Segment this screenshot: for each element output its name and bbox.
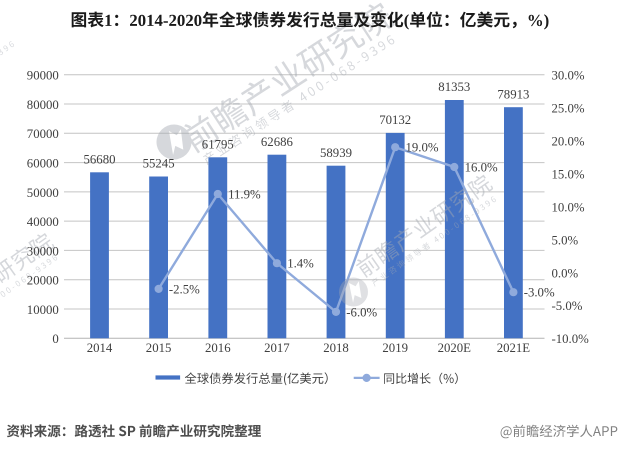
svg-text:2019: 2019 [382,341,408,355]
svg-text:70132: 70132 [379,113,411,127]
svg-text:62686: 62686 [261,135,294,149]
svg-text:60000: 60000 [27,157,59,171]
svg-text:-2.5%: -2.5% [169,282,200,296]
svg-text:40000: 40000 [27,215,59,229]
svg-text:19.0%: 19.0% [406,141,439,155]
svg-text:-5.0%: -5.0% [552,299,583,313]
svg-text:-6.0%: -6.0% [346,305,377,319]
svg-text:61795: 61795 [202,138,234,152]
svg-text:80000: 80000 [27,98,59,112]
svg-text:50000: 50000 [27,186,59,200]
svg-text:2018: 2018 [323,341,349,355]
svg-text:78913: 78913 [497,87,529,101]
svg-text:2015: 2015 [146,341,172,355]
svg-text:70000: 70000 [27,127,59,141]
svg-text:30000: 30000 [27,244,59,258]
svg-text:16.0%: 16.0% [465,160,498,174]
svg-text:2017: 2017 [264,341,290,355]
svg-text:81353: 81353 [438,80,470,94]
svg-text:55245: 55245 [143,157,175,171]
svg-text:90000: 90000 [27,69,59,83]
svg-text:10.0%: 10.0% [552,200,585,214]
svg-text:0.0%: 0.0% [552,266,579,280]
svg-text:15.0%: 15.0% [552,168,585,182]
svg-text:2016: 2016 [205,341,231,355]
svg-text:5.0%: 5.0% [552,233,579,247]
svg-text:20000: 20000 [27,274,59,288]
svg-text:25.0%: 25.0% [552,102,585,116]
svg-text:-10.0%: -10.0% [552,332,590,346]
svg-text:2020E: 2020E [438,341,472,355]
svg-text:1.4%: 1.4% [287,257,314,271]
svg-text:11.9%: 11.9% [228,187,261,201]
svg-text:-3.0%: -3.0% [524,286,555,300]
svg-text:30.0%: 30.0% [552,69,585,83]
svg-text:2014: 2014 [87,341,113,355]
svg-text:10000: 10000 [27,303,59,317]
svg-text:2021E: 2021E [497,341,531,355]
svg-text:56680: 56680 [84,153,116,167]
svg-text:0: 0 [52,332,58,346]
svg-text:20.0%: 20.0% [552,135,585,149]
svg-text:58939: 58939 [320,146,352,160]
